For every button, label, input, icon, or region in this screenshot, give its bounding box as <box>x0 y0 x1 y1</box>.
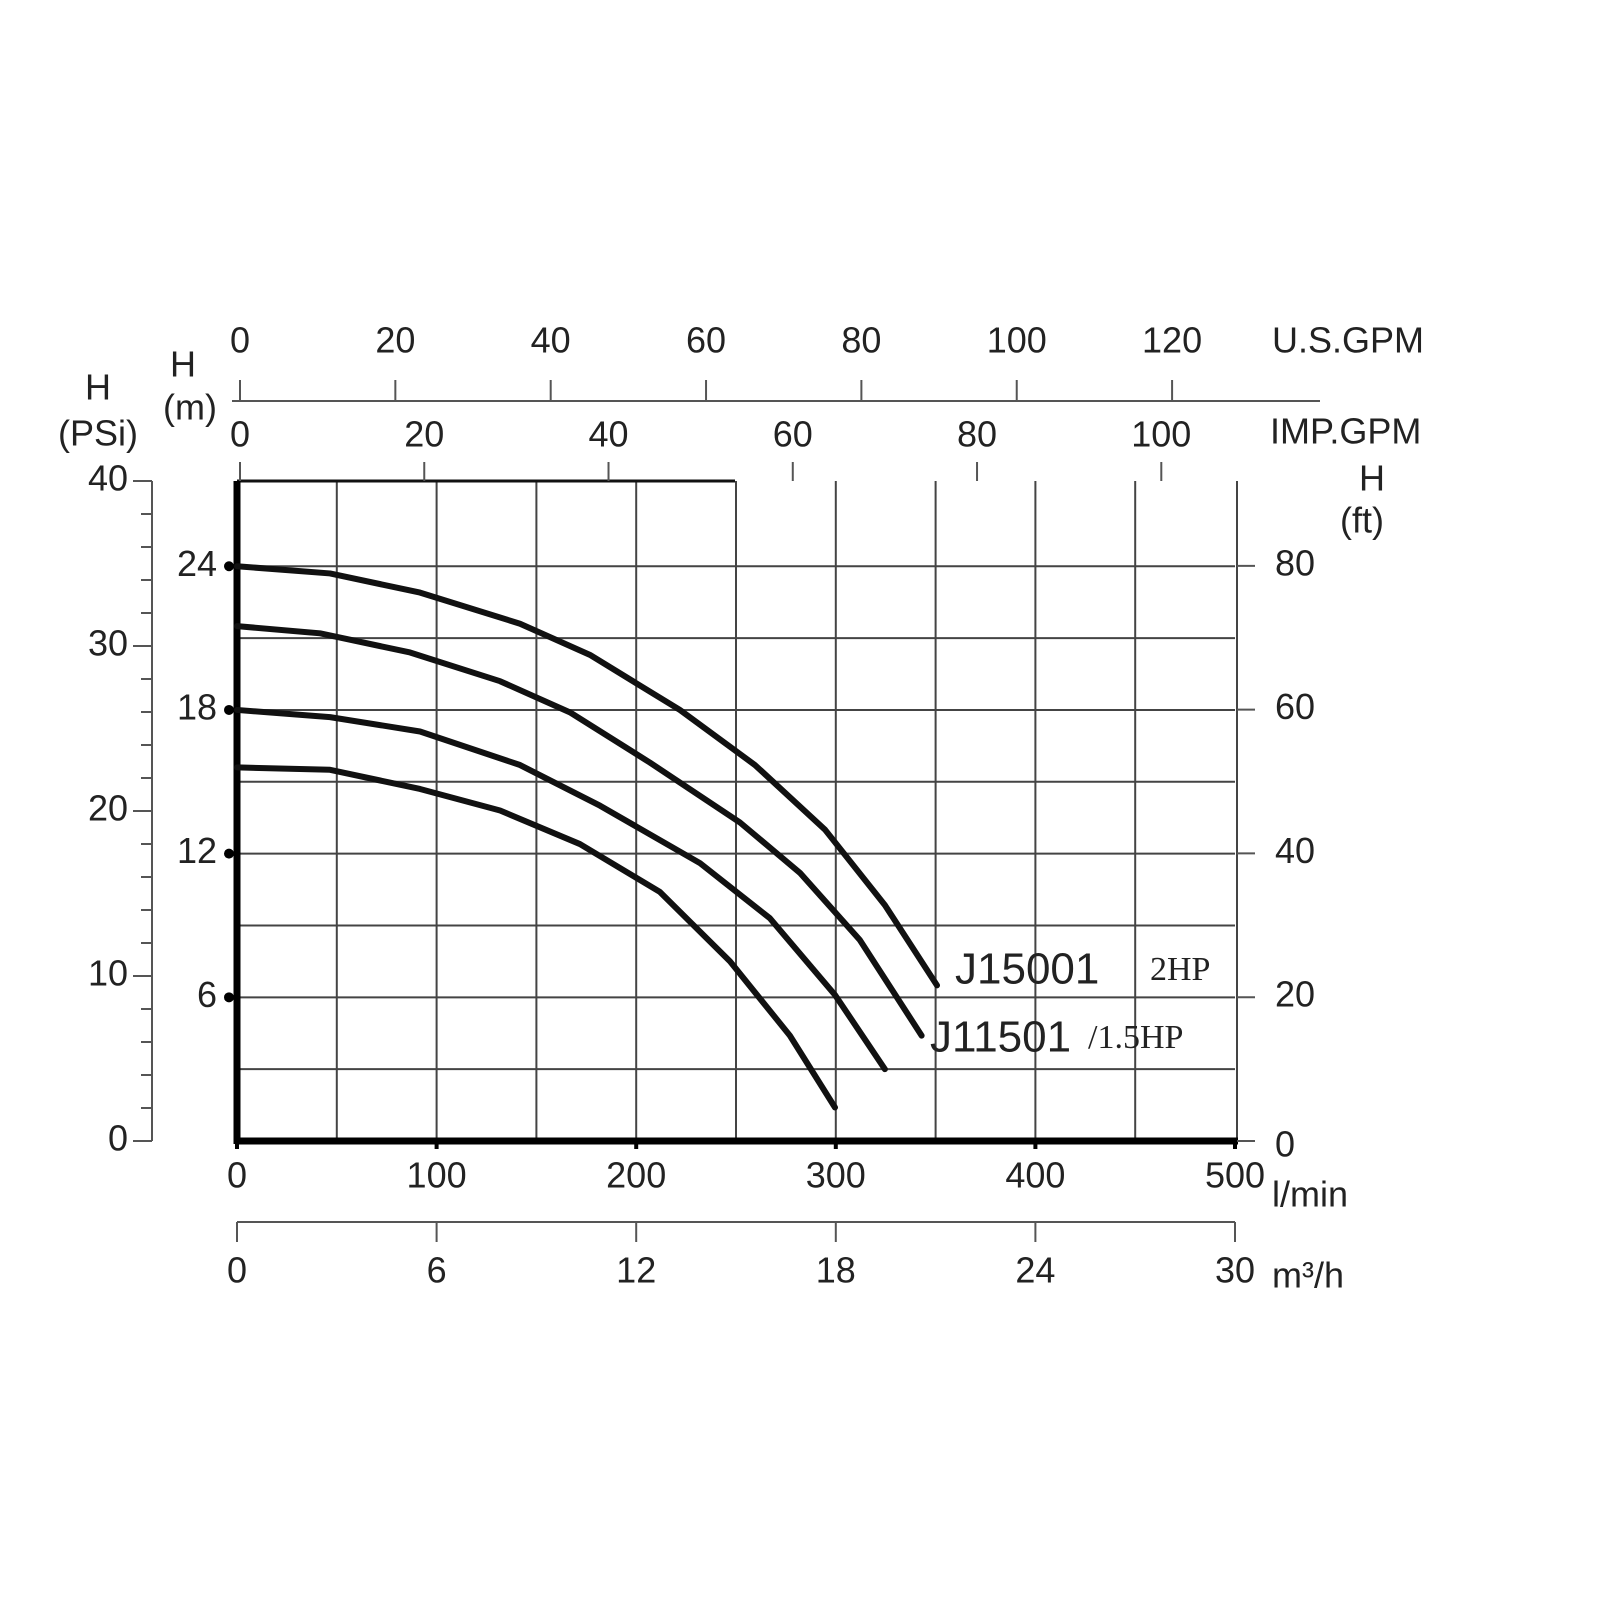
usgpm-tick-label: 100 <box>987 320 1047 361</box>
impgpm-tick-label: 100 <box>1131 414 1191 455</box>
curve-label: 2HP <box>1150 951 1210 988</box>
impgpm-tick-label: 40 <box>588 414 628 455</box>
ft-axis-unit: (ft) <box>1340 500 1384 541</box>
psi-tick-label: 30 <box>88 623 128 664</box>
curve-label: J11501 <box>930 1013 1071 1062</box>
x-tick-label: 0 <box>227 1155 247 1196</box>
m3h-axis-title: m³/h <box>1272 1255 1344 1296</box>
m3h-tick-label: 6 <box>427 1250 447 1291</box>
x-tick-label: 100 <box>407 1155 467 1196</box>
psi-tick-label: 10 <box>88 953 128 994</box>
curve-label: J15001 <box>955 945 1099 994</box>
usgpm-tick-label: 20 <box>375 320 415 361</box>
curve-label: /1.5HP <box>1088 1019 1183 1056</box>
y-tick <box>224 561 234 572</box>
impgpm-axis-title: IMP.GPM <box>1270 411 1421 452</box>
usgpm-tick-label: 120 <box>1142 320 1202 361</box>
pump-curve <box>234 706 888 1073</box>
m3h-tick-label: 12 <box>616 1250 656 1291</box>
ft-tick-label: 80 <box>1275 542 1315 583</box>
y-tick-label: 18 <box>177 686 217 727</box>
usgpm-tick-label: 0 <box>230 320 250 361</box>
psi-tick-label: 20 <box>88 788 128 829</box>
ft-tick-label: 20 <box>1275 974 1315 1015</box>
x-axis-title: l/min <box>1272 1174 1348 1215</box>
usgpm-tick-label: 60 <box>686 320 726 361</box>
ft-tick-label: 60 <box>1275 686 1315 727</box>
ft-tick-label: 40 <box>1275 830 1315 871</box>
psi-axis-unit: (PSi) <box>58 413 138 454</box>
y-tick-label: 24 <box>177 543 217 584</box>
ft-axis-title: H <box>1359 458 1385 499</box>
pump-curve <box>234 623 925 1039</box>
ft-tick-label: 0 <box>1275 1124 1295 1165</box>
m3h-tick-label: 0 <box>227 1250 247 1291</box>
impgpm-tick-label: 0 <box>230 414 250 455</box>
y-tick <box>224 992 234 1003</box>
usgpm-axis-title: U.S.GPM <box>1272 320 1424 361</box>
m3h-tick-label: 30 <box>1215 1250 1255 1291</box>
m3h-tick-label: 18 <box>816 1250 856 1291</box>
x-tick-label: 500 <box>1205 1155 1265 1196</box>
pump-curve <box>234 563 940 989</box>
impgpm-tick-label: 80 <box>957 414 997 455</box>
y-tick <box>224 848 234 859</box>
usgpm-tick-label: 80 <box>841 320 881 361</box>
x-tick-label: 300 <box>806 1155 866 1196</box>
psi-tick-label: 40 <box>88 458 128 499</box>
psi-tick-label: 0 <box>108 1118 128 1159</box>
m3h-tick-label: 24 <box>1015 1250 1055 1291</box>
y-tick <box>224 704 234 715</box>
impgpm-tick-label: 60 <box>773 414 813 455</box>
x-tick-label: 400 <box>1005 1155 1065 1196</box>
x-tick-label: 200 <box>606 1155 666 1196</box>
impgpm-tick-label: 20 <box>404 414 444 455</box>
pump-curve <box>234 764 839 1111</box>
y-tick-label: 12 <box>177 830 217 871</box>
y-axis-title: H <box>170 344 196 385</box>
usgpm-tick-label: 40 <box>531 320 571 361</box>
y-axis-unit: (m) <box>163 387 217 428</box>
y-tick-label: 6 <box>197 974 217 1015</box>
psi-axis-title: H <box>85 367 111 408</box>
